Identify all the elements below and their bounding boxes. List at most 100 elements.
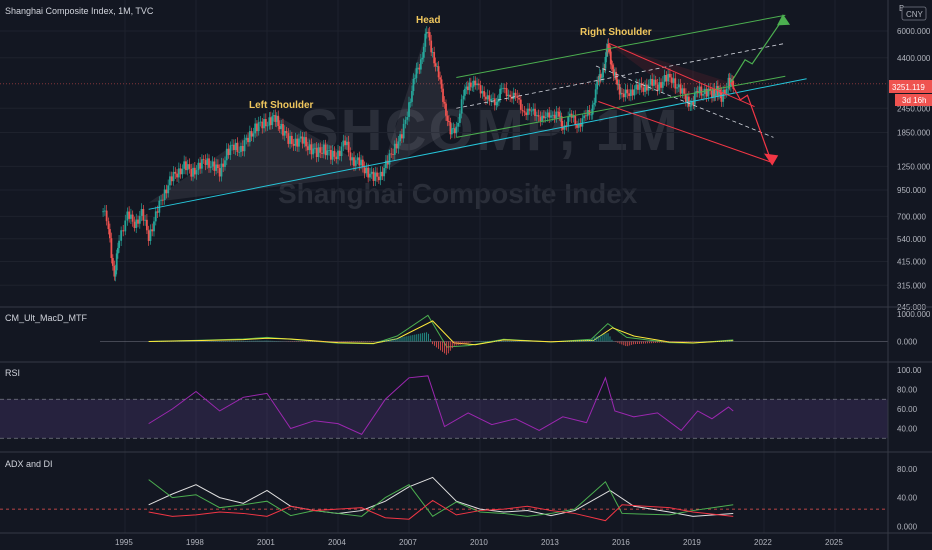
candle-body: [240, 145, 242, 152]
candle-body: [681, 88, 684, 94]
candle-body: [590, 114, 593, 116]
candle-body: [287, 133, 290, 144]
rsi-pane-label[interactable]: RSI: [5, 368, 20, 378]
annotation-left-shoulder[interactable]: Left Shoulder: [249, 100, 314, 111]
candle-body: [558, 112, 561, 117]
candle-body: [534, 108, 536, 117]
candle-body: [479, 85, 482, 94]
candle-body: [720, 92, 723, 102]
candle-body: [117, 247, 119, 254]
candle-body: [130, 214, 132, 219]
candle-body: [442, 88, 444, 102]
candle-body: [153, 221, 155, 232]
candle-body: [215, 164, 218, 171]
adx-pane-label[interactable]: ADX and DI: [5, 459, 53, 469]
candle-body: [126, 211, 129, 221]
candle-body: [449, 122, 452, 135]
candle-body: [507, 94, 510, 97]
candle-body: [115, 253, 118, 271]
candle-body: [292, 143, 295, 146]
adx-series-line: [148, 476, 734, 517]
candle-body: [561, 126, 564, 130]
candle-body: [124, 220, 127, 232]
candle-body: [243, 140, 246, 152]
candle-body: [546, 112, 549, 118]
candle-body: [169, 176, 171, 186]
candle-body: [635, 84, 638, 90]
currency-badge[interactable]: [901, 6, 927, 21]
candle-body: [477, 83, 480, 86]
candle-body: [326, 150, 329, 156]
annotation-head[interactable]: Head: [416, 15, 440, 26]
candle-body: [436, 66, 439, 67]
candle-body: [663, 74, 666, 82]
candle-body: [599, 74, 602, 78]
candle-body: [488, 95, 491, 102]
candle-body: [543, 115, 545, 119]
candle-body: [254, 123, 257, 134]
bearish-arrow-head: [764, 153, 779, 166]
candle-body: [511, 96, 513, 100]
candle-body: [464, 88, 466, 96]
candle-body: [202, 159, 205, 161]
price-tick-label: 950.000: [897, 186, 926, 195]
candle-body: [218, 168, 221, 177]
candle-body: [271, 116, 274, 126]
candle-body: [301, 136, 304, 144]
candle-body: [689, 105, 692, 107]
candle-body: [457, 122, 460, 127]
candle-body: [577, 123, 580, 128]
candle-body: [548, 112, 551, 118]
candle-body: [419, 59, 422, 70]
falling-channel-top: [608, 42, 755, 108]
candle-body: [455, 126, 458, 134]
candle-body: [145, 219, 148, 231]
price-tick-label: 700.000: [897, 212, 926, 221]
macd-pane-label[interactable]: CM_Ult_MacD_MTF: [5, 313, 88, 323]
candle-body: [600, 77, 603, 79]
candle-body: [702, 94, 704, 96]
time-tick-label: 2019: [683, 538, 701, 547]
candle-body: [727, 77, 730, 89]
candle-body: [402, 123, 405, 139]
candle-body: [290, 135, 293, 144]
candle-body: [120, 230, 123, 241]
candle-body: [492, 98, 494, 100]
candle-body: [204, 160, 207, 165]
price-tick-label: 315.000: [897, 281, 926, 290]
candle-body: [163, 189, 166, 201]
candle-body: [222, 163, 225, 167]
candle-body: [257, 122, 260, 132]
rsi-tick-label: 100.00: [897, 366, 922, 375]
candle-body: [472, 80, 475, 87]
candle-body: [537, 115, 540, 117]
candle-body: [714, 93, 717, 97]
candle-body: [614, 71, 616, 76]
candle-body: [342, 140, 345, 147]
candle-body: [486, 95, 489, 100]
candle-body: [414, 78, 416, 79]
adx-series-line: [148, 499, 734, 522]
candle-body: [550, 115, 552, 118]
candle-body: [597, 80, 600, 82]
candle-body: [107, 221, 110, 230]
candle-body: [272, 115, 275, 117]
annotation-right-shoulder[interactable]: Right Shoulder: [580, 27, 652, 38]
candle-body: [500, 88, 503, 90]
candle-body: [397, 141, 400, 149]
time-tick-label: 2022: [754, 538, 772, 547]
candle-body: [705, 88, 708, 97]
candle-body: [434, 63, 437, 67]
candle-body: [208, 158, 210, 168]
time-axis[interactable]: 1995 1998 2001 2004 2007 2010 2013 2016 2019 2022…: [115, 538, 843, 547]
candle-body: [499, 88, 502, 99]
candle-body: [516, 95, 519, 98]
candle-body: [170, 176, 173, 182]
candle-body: [698, 86, 701, 94]
candle-body: [252, 133, 255, 137]
candle-body: [137, 219, 139, 224]
last-price-label: 3251.119: [892, 83, 925, 92]
candle-body: [232, 144, 235, 151]
candle-body: [532, 108, 535, 111]
